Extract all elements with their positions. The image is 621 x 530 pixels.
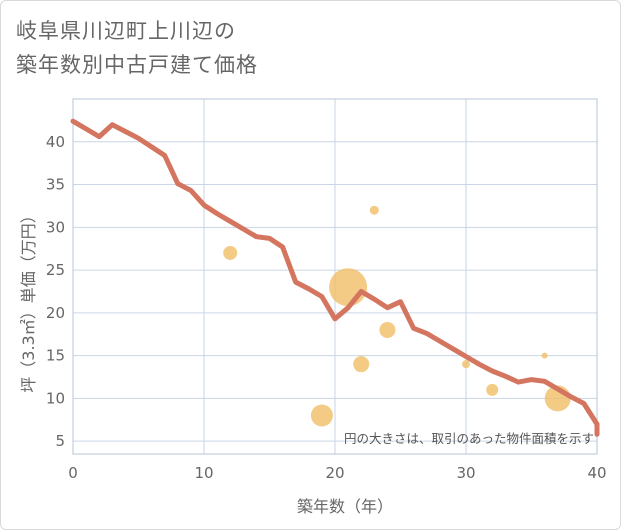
y-tick-label: 20 (46, 304, 65, 322)
y-tick-label: 5 (55, 432, 65, 450)
bubble-point (379, 321, 396, 338)
bubble-point (486, 383, 499, 396)
x-axis-label: 築年数（年） (297, 497, 393, 516)
y-axis-ticks: 5 10 15 20 25 30 35 40 (46, 133, 65, 450)
y-tick-label: 25 (46, 261, 65, 279)
y-tick-label: 30 (46, 218, 65, 236)
x-tick-label: 30 (456, 464, 475, 482)
bubble-point (329, 268, 368, 307)
bubble-point (310, 404, 333, 427)
bubble-point (462, 360, 470, 369)
x-tick-label: 20 (325, 464, 344, 482)
y-tick-label: 10 (46, 389, 65, 407)
bubble-size-note: 円の大きさは、取引のあった物件面積を示す (344, 431, 594, 446)
chart-title-line-1: 岐阜県川辺町上川辺の (16, 19, 236, 43)
y-tick-label: 15 (46, 347, 65, 365)
bubble-point (369, 205, 379, 215)
plot-border (72, 98, 598, 455)
x-tick-label: 0 (68, 464, 78, 482)
bubble-point (541, 352, 548, 359)
y-axis-label: 坪（3.3㎡）単価（万円） (19, 207, 38, 392)
y-tick-label: 35 (46, 176, 65, 194)
chart-title: 岐阜県川辺町上川辺の 築年数別中古戸建て価格 (16, 14, 258, 82)
x-axis-ticks: 0 10 20 30 40 (68, 464, 606, 482)
y-tick-label: 40 (46, 133, 65, 151)
chart-title-line-2: 築年数別中古戸建て価格 (16, 53, 258, 77)
bubble-point (223, 245, 238, 260)
average-price-line (70, 118, 600, 437)
bubble-point (353, 356, 370, 373)
x-tick-label: 10 (194, 464, 213, 482)
x-tick-label: 40 (587, 464, 606, 482)
